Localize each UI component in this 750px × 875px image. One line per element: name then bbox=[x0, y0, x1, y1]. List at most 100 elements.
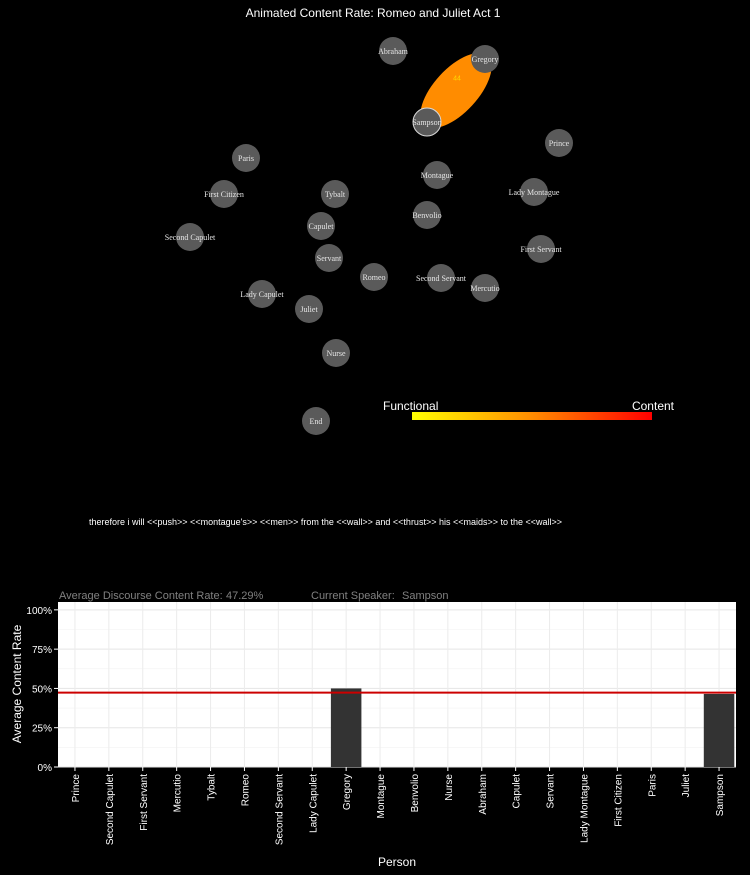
legend-low-label: Functional bbox=[383, 399, 438, 413]
node-label: Capulet bbox=[309, 222, 335, 231]
x-tick-label: Capulet bbox=[512, 774, 523, 809]
node-label: Juliet bbox=[300, 305, 318, 314]
node-circle bbox=[471, 274, 499, 302]
x-tick-label: First Citizen bbox=[613, 774, 624, 827]
node-label: Nurse bbox=[326, 349, 346, 358]
x-tick-label: First Servant bbox=[139, 774, 150, 831]
current-speaker-value: Sampson bbox=[402, 590, 448, 602]
x-tick-label: Servant bbox=[546, 774, 557, 809]
plot-area bbox=[58, 602, 736, 767]
node-circle bbox=[321, 180, 349, 208]
node-circle bbox=[322, 339, 350, 367]
utterance-text: therefore i will <<push>> <<montague's>>… bbox=[89, 517, 562, 527]
edge-weight-label: 44 bbox=[453, 76, 461, 83]
node-label: Servant bbox=[317, 254, 342, 263]
x-tick-label: Gregory bbox=[342, 774, 353, 810]
node-label: Gregory bbox=[472, 55, 499, 64]
node-romeo: Romeo bbox=[360, 263, 388, 291]
y-axis-title: Average Content Rate bbox=[10, 624, 24, 743]
x-tick-label: Nurse bbox=[444, 774, 455, 801]
x-tick-label: Paris bbox=[647, 774, 658, 797]
node-label: Paris bbox=[238, 154, 254, 163]
x-tick-label: Mercutio bbox=[173, 774, 184, 813]
avg-rate-value: 47.29% bbox=[226, 590, 264, 602]
node-servant: Servant bbox=[315, 244, 343, 272]
y-tick-label: 100% bbox=[26, 606, 52, 617]
x-tick-label: Montague bbox=[376, 774, 387, 819]
node-label: End bbox=[310, 417, 323, 426]
node-label: Lady Capulet bbox=[240, 290, 284, 299]
node-paris: Paris bbox=[232, 144, 260, 172]
x-tick-label: Tybalt bbox=[207, 774, 218, 801]
node-end: End bbox=[302, 407, 330, 435]
node-circle bbox=[302, 407, 330, 435]
node-circle bbox=[427, 264, 455, 292]
x-tick-label: Benvolio bbox=[410, 774, 421, 813]
node-circle bbox=[210, 180, 238, 208]
node-label: Second Servant bbox=[416, 274, 467, 283]
node-nurse: Nurse bbox=[322, 339, 350, 367]
node-circle bbox=[423, 161, 451, 189]
x-tick-label: Sampson bbox=[715, 774, 726, 816]
node-label: Romeo bbox=[362, 273, 385, 282]
y-axis-ticks: 0% 25% 50% 75% 100% bbox=[26, 606, 58, 774]
legend-gradient-bar bbox=[412, 412, 652, 420]
node-capulet: Capulet bbox=[307, 212, 335, 240]
node-label: First Citizen bbox=[204, 190, 244, 199]
node-montague: Montague bbox=[421, 161, 454, 189]
avg-rate-label: Average Discourse Content Rate: bbox=[59, 590, 223, 602]
y-tick-label: 50% bbox=[32, 684, 52, 695]
x-tick-label: Lady Montague bbox=[579, 774, 590, 843]
node-second-servant: Second Servant bbox=[416, 264, 467, 292]
node-abraham: Abraham bbox=[378, 37, 409, 65]
y-tick-label: 25% bbox=[32, 724, 52, 735]
node-circle bbox=[307, 212, 335, 240]
x-axis-ticks: Prince Second Capulet First Servant Mercuti… bbox=[71, 767, 726, 845]
node-circle bbox=[360, 263, 388, 291]
color-legend: Functional Content bbox=[383, 399, 675, 420]
node-mercutio: Mercutio bbox=[470, 274, 500, 302]
x-tick-label: Abraham bbox=[478, 774, 489, 815]
node-label: First Servant bbox=[520, 245, 562, 254]
node-label: Mercutio bbox=[470, 284, 499, 293]
node-benvolio: Benvolio bbox=[412, 201, 442, 229]
bar-gregory bbox=[330, 688, 362, 767]
current-speaker-label: Current Speaker: bbox=[311, 590, 395, 602]
node-label: Montague bbox=[421, 171, 454, 180]
node-tybalt: Tybalt bbox=[321, 180, 349, 208]
node-circle bbox=[176, 223, 204, 251]
x-tick-label: Juliet bbox=[681, 774, 692, 798]
x-tick-label: Lady Capulet bbox=[308, 774, 319, 833]
node-label: Prince bbox=[549, 139, 570, 148]
node-circle bbox=[295, 295, 323, 323]
node-label: Sampson bbox=[412, 118, 441, 127]
node-lady-capulet: Lady Capulet bbox=[240, 280, 284, 308]
node-circle bbox=[471, 45, 499, 73]
node-circle bbox=[412, 107, 442, 137]
node-circle bbox=[520, 178, 548, 206]
y-tick-label: 0% bbox=[38, 763, 53, 774]
node-circle bbox=[527, 235, 555, 263]
node-circle bbox=[413, 201, 441, 229]
network-title: Animated Content Rate: Romeo and Juliet … bbox=[246, 6, 501, 20]
node-circle bbox=[315, 244, 343, 272]
node-label: Tybalt bbox=[325, 190, 346, 199]
node-label: Lady Montague bbox=[509, 188, 560, 197]
speaker-edge-sampson-gregory bbox=[420, 52, 492, 129]
legend-high-label: Content bbox=[632, 399, 675, 413]
x-axis-title: Person bbox=[378, 855, 416, 869]
node-circle bbox=[379, 37, 407, 65]
node-label: Benvolio bbox=[412, 211, 441, 220]
bar-chart: Average Discourse Content Rate: 47.29% C… bbox=[10, 590, 736, 869]
edges-layer: 44 bbox=[420, 52, 492, 129]
bars-layer bbox=[330, 688, 735, 767]
node-label: Second Capulet bbox=[165, 233, 216, 242]
gridlines bbox=[58, 602, 736, 768]
x-tick-label: Second Capulet bbox=[105, 774, 116, 845]
node-lady-montague: Lady Montague bbox=[509, 178, 560, 206]
node-circle bbox=[248, 280, 276, 308]
node-second-capulet: Second Capulet bbox=[165, 223, 216, 251]
bar-sampson bbox=[703, 693, 735, 767]
node-circle bbox=[232, 144, 260, 172]
y-tick-label: 75% bbox=[32, 645, 52, 656]
